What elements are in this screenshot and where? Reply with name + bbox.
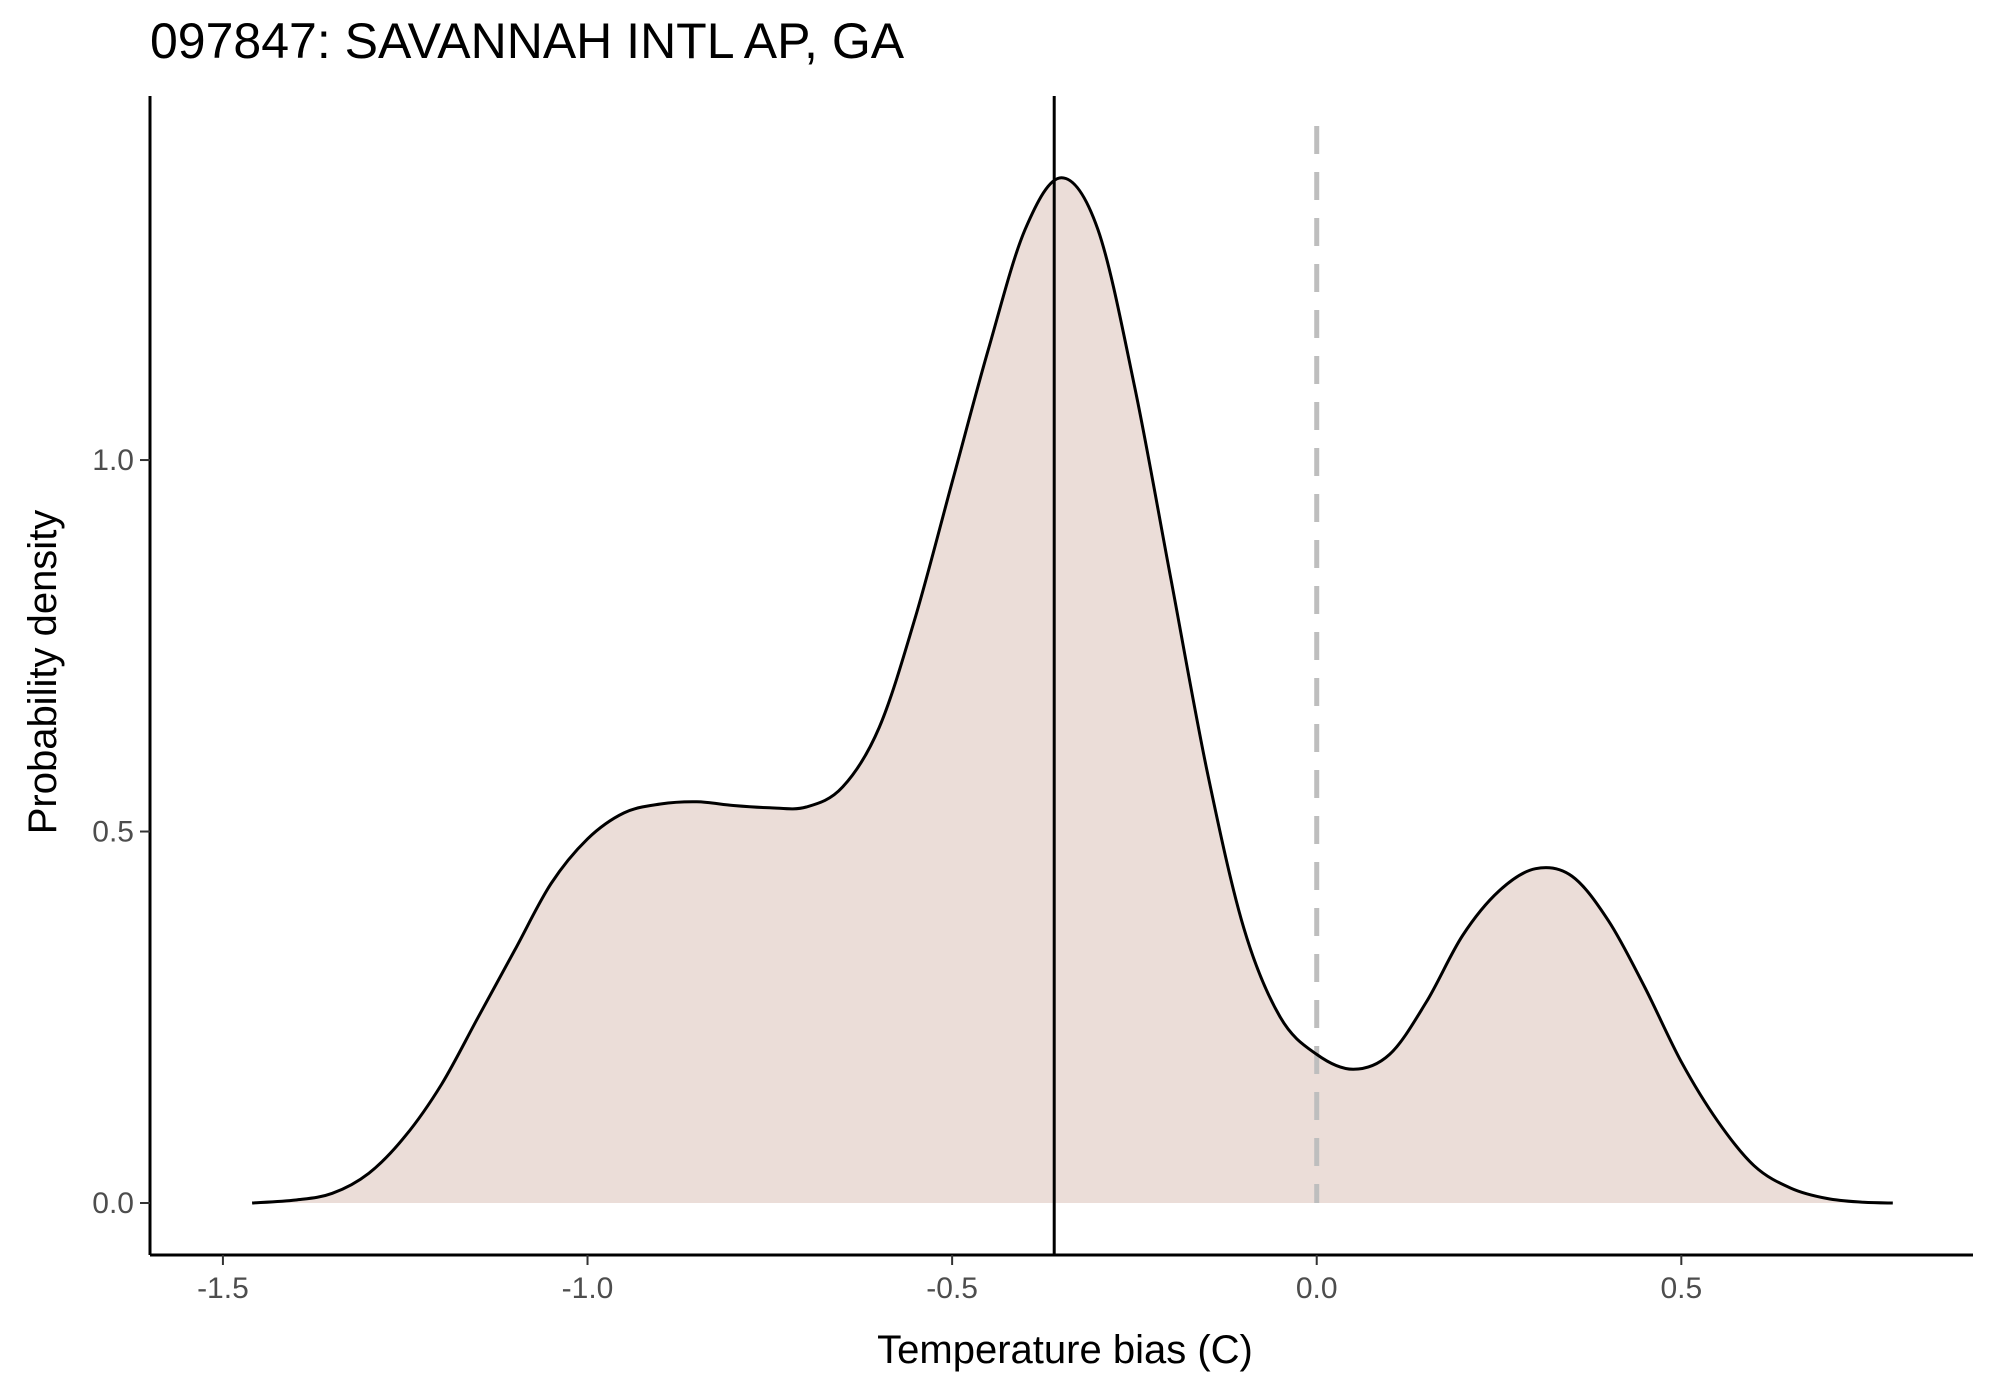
x-tick-label: -0.5 [926, 1272, 978, 1305]
x-tick-label: 0.5 [1660, 1272, 1702, 1305]
x-axis-title: Temperature bias (C) [877, 1328, 1253, 1372]
plot-area [251, 96, 1893, 1255]
axes: -1.5 -1.0 -0.5 0.0 0.5 0.0 0.5 1.0 [92, 96, 1973, 1305]
chart-title: 097847: SAVANNAH INTL AP, GA [150, 13, 905, 69]
x-tick-label: -1.0 [562, 1272, 614, 1305]
y-tick-label: 0.0 [92, 1187, 134, 1220]
density-curve [251, 176, 1893, 1205]
y-tick-label: 1.0 [92, 444, 134, 477]
x-tick-label: 0.0 [1296, 1272, 1338, 1305]
y-tick-label: 0.5 [92, 816, 134, 849]
x-tick-label: -1.5 [197, 1272, 249, 1305]
y-axis-title: Probability density [21, 510, 65, 835]
density-area [252, 177, 1893, 1204]
